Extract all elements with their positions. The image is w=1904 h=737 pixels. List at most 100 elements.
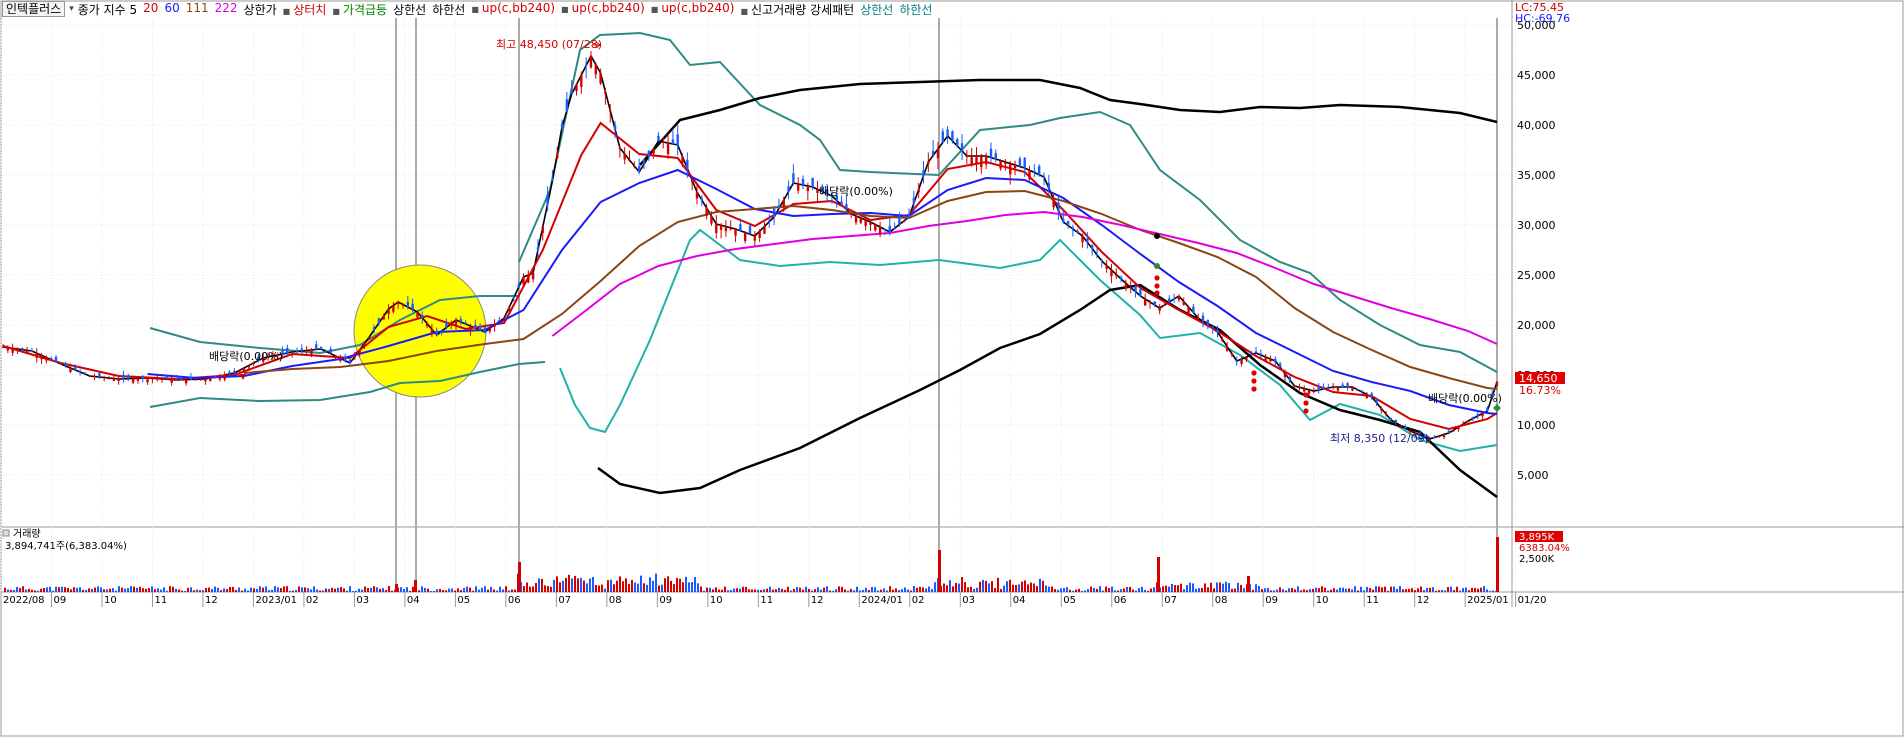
dropdown-arrow-icon[interactable]: ▾ [69,4,74,14]
legend-item[interactable]: ■ 가격급등 [332,1,387,18]
volume-bar [808,588,810,592]
volume-bar [1153,587,1155,592]
volume-bar [1399,586,1401,592]
candle-body [1245,357,1248,360]
x-tick-label: 12 [1417,595,1430,606]
volume-bar [862,590,864,592]
volume-bar [109,588,111,592]
volume-bar [1183,589,1185,592]
x-tick-label: 2024/01 [861,595,903,606]
volume-bar [265,586,267,592]
candle-body [1428,439,1431,441]
volume-bar [211,589,213,592]
volume-bar [568,574,570,592]
volume-bar [1054,589,1056,592]
volume-bar [466,586,468,592]
volume-bar [1009,579,1011,592]
legend-item[interactable]: 상한선 [860,1,893,18]
volume-bar [538,578,540,592]
volume-bar [136,587,138,592]
volume-bar [1066,587,1068,592]
candle-body [575,84,578,92]
signal-dot-icon [1303,400,1309,406]
volume-bar [496,590,498,592]
legend-item[interactable]: ■ 신고거래량 강세패턴 [740,1,854,18]
candle-body [864,220,867,227]
volume-bar [1381,587,1383,592]
volume-bar [61,586,63,592]
volume-bar [414,580,417,592]
candle-body [1346,383,1349,387]
legend-item[interactable]: 상한선 [393,1,426,18]
candle-body [666,143,670,155]
legend-item[interactable]: 종가 지수 5 [78,1,137,18]
candle-body [859,218,863,223]
legend-item[interactable]: 하한선 [432,1,465,18]
volume-bar [1489,590,1491,592]
volume-bar [1243,588,1245,592]
candle-body [739,224,742,231]
volume-bar [352,590,354,592]
volume-bar [1496,537,1499,592]
legend-item[interactable]: ■ up(c,bb240) [471,1,555,18]
volume-bar [607,580,609,592]
candle-body [175,378,178,380]
legend-item[interactable]: ■ 상터치 [283,1,327,18]
candle-body [1250,353,1253,355]
dividend-annotation: 배당락(0.00%) [1428,392,1502,405]
volume-bar [7,589,9,592]
volume-bar [1303,589,1305,592]
volume-bar [1111,586,1113,592]
legend-item[interactable]: ■ up(c,bb240) [561,1,645,18]
volume-bar [1273,590,1275,592]
signal-dot-icon [1251,370,1257,376]
volume-bar [19,587,21,592]
candle-body [184,379,188,384]
candle-body [975,156,978,165]
volume-bar [316,589,318,592]
volume-bar [736,588,738,592]
ticker-label[interactable]: 인텍플러스 [2,1,66,17]
legend-item[interactable]: 222 [215,1,238,18]
candle-body [927,162,930,165]
candle-body [421,314,424,318]
candle-body [1433,437,1436,439]
candle-body [556,154,559,159]
volume-bar [745,586,747,592]
volume-bar [361,589,363,592]
legend-item[interactable]: 60 [164,1,179,18]
volume-bar [919,586,921,592]
legend-item[interactable]: 상한가 [244,1,277,18]
x-tick-label: 06 [508,595,521,606]
volume-bar [586,583,588,592]
candle-body [180,376,183,380]
volume-bar [703,590,705,592]
volume-bar [1408,588,1410,592]
candle-body [1331,387,1335,388]
legend-item[interactable]: ■ up(c,bb240) [651,1,735,18]
volume-bar [1237,582,1239,592]
volume-bar [1006,581,1008,592]
legend-item[interactable]: 하한선 [899,1,932,18]
candle-body [1442,434,1446,438]
volume-bar [748,589,750,592]
candle-body [83,372,87,374]
volume-bar [922,587,924,592]
candle-body [777,205,781,209]
candle-body [792,173,795,183]
legend-item[interactable]: 20 [143,1,158,18]
legend-item[interactable]: 111 [186,1,209,18]
candle-body [305,350,308,352]
volume-bar [268,590,270,592]
candle-body [1303,388,1306,392]
volume-bar [1384,586,1386,592]
volume-bar [556,576,558,592]
volume-bar [826,586,828,592]
volume-bar [454,590,456,592]
volume-bar [445,590,447,592]
volume-bar [46,587,48,592]
legend-item-label: up(c,bb240) [571,0,645,15]
legend-item-label: 상한선 [393,2,427,17]
volume-bar [1348,588,1350,592]
